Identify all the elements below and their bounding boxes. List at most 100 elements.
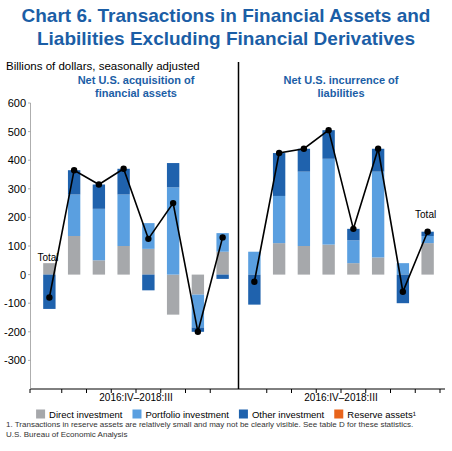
bar <box>298 246 310 275</box>
total-marker <box>424 229 430 235</box>
y-tick <box>28 360 31 361</box>
y-tick <box>28 274 31 275</box>
legend-swatch <box>334 410 343 419</box>
annotation: 1. Transactions in reserve assets are re… <box>6 420 413 429</box>
bar <box>273 196 285 243</box>
legend-swatch <box>239 410 248 419</box>
bar <box>142 223 154 224</box>
annotation-line: 1. Transactions in reserve assets are re… <box>6 420 413 429</box>
legend-swatch <box>36 410 45 419</box>
bar <box>68 195 80 236</box>
x-tick <box>185 389 186 393</box>
bar <box>68 236 80 275</box>
bar <box>372 257 384 274</box>
x-tick <box>136 389 137 393</box>
total-marker <box>400 289 406 295</box>
y-tick <box>28 188 31 189</box>
bar <box>216 275 228 279</box>
total-marker <box>350 226 356 232</box>
x-tick <box>291 389 292 393</box>
x-tick <box>210 389 211 393</box>
bar <box>273 243 285 274</box>
total-marker <box>195 329 201 335</box>
panel-subtitle: Net U.S. acquisition offinancial assets <box>78 74 195 99</box>
annotation-line: U.S. Bureau of Economic Analysis <box>6 430 127 439</box>
bar <box>347 240 359 263</box>
panel-subtitle-line: liabilities <box>317 87 364 99</box>
legend-label: Direct investment <box>49 409 123 420</box>
y-tick-label: 300 <box>8 183 26 195</box>
x-tick <box>415 389 416 393</box>
y-tick <box>28 131 31 132</box>
bar <box>347 263 359 274</box>
total-marker <box>276 150 282 156</box>
bar <box>43 263 55 264</box>
panel-subtitle-line: financial assets <box>95 87 177 99</box>
y-tick-label: -300 <box>4 354 26 366</box>
bar <box>216 233 228 234</box>
x-tick <box>30 389 31 393</box>
bar <box>167 187 179 274</box>
x-tick <box>316 389 317 393</box>
x-tick <box>160 389 161 393</box>
bar <box>322 245 334 275</box>
total-marker <box>71 167 77 173</box>
y-tick <box>28 246 31 247</box>
legend-label: Reserve assets¹ <box>347 409 416 420</box>
y-tick <box>28 160 31 161</box>
total-line <box>49 169 222 332</box>
y-tick <box>28 303 31 304</box>
x-tick <box>390 389 391 393</box>
bar <box>167 163 179 164</box>
x-tick <box>86 389 87 393</box>
legend-swatch <box>132 410 141 419</box>
bar <box>322 159 334 245</box>
total-marker <box>375 146 381 152</box>
legend-label: Portfolio investment <box>145 409 229 420</box>
bar <box>117 246 129 275</box>
bar <box>43 263 55 264</box>
bar <box>421 243 433 274</box>
series-label: Total <box>415 209 436 220</box>
bar <box>298 172 310 246</box>
y-tick-label: -100 <box>4 297 26 309</box>
bar <box>167 275 179 315</box>
bar <box>216 233 228 252</box>
x-tick <box>111 389 112 393</box>
x-tick <box>61 389 62 393</box>
bar <box>397 275 409 304</box>
plot-area <box>248 127 434 305</box>
legend-label: Other investment <box>252 409 325 420</box>
bar <box>93 185 105 209</box>
panel-divider <box>238 62 240 389</box>
total-marker <box>301 146 307 152</box>
bar <box>93 209 105 260</box>
y-tick <box>28 103 31 104</box>
bar <box>142 275 154 291</box>
bar <box>117 195 129 246</box>
y-tick-label: 400 <box>8 154 26 166</box>
y-tick-label: 200 <box>8 211 26 223</box>
x-tick <box>365 389 366 393</box>
title: Chart 6. Transactions in Financial Asset… <box>22 5 431 49</box>
x-axis-line <box>30 389 445 390</box>
bar <box>372 172 384 258</box>
title-line: Liabilities Excluding Financial Derivati… <box>37 28 415 49</box>
total-marker <box>96 181 102 187</box>
bar <box>142 249 154 275</box>
chart: Chart 6. Transactions in Financial Asset… <box>0 0 452 451</box>
plot-area <box>43 163 229 335</box>
bar <box>167 163 179 187</box>
total-marker <box>46 294 52 300</box>
series-label: Total <box>37 252 58 263</box>
y-tick-label: 0 <box>20 269 26 281</box>
total-marker <box>120 166 126 172</box>
x-axis-label: 2016:IV–2018:III <box>304 392 377 403</box>
y-tick-label: 600 <box>8 97 26 109</box>
total-marker <box>170 200 176 206</box>
total-line <box>254 130 427 292</box>
x-tick <box>266 389 267 393</box>
bar <box>192 274 204 275</box>
total-marker <box>145 236 151 242</box>
panel-subtitle-line: Net U.S. incurrence of <box>284 74 399 86</box>
